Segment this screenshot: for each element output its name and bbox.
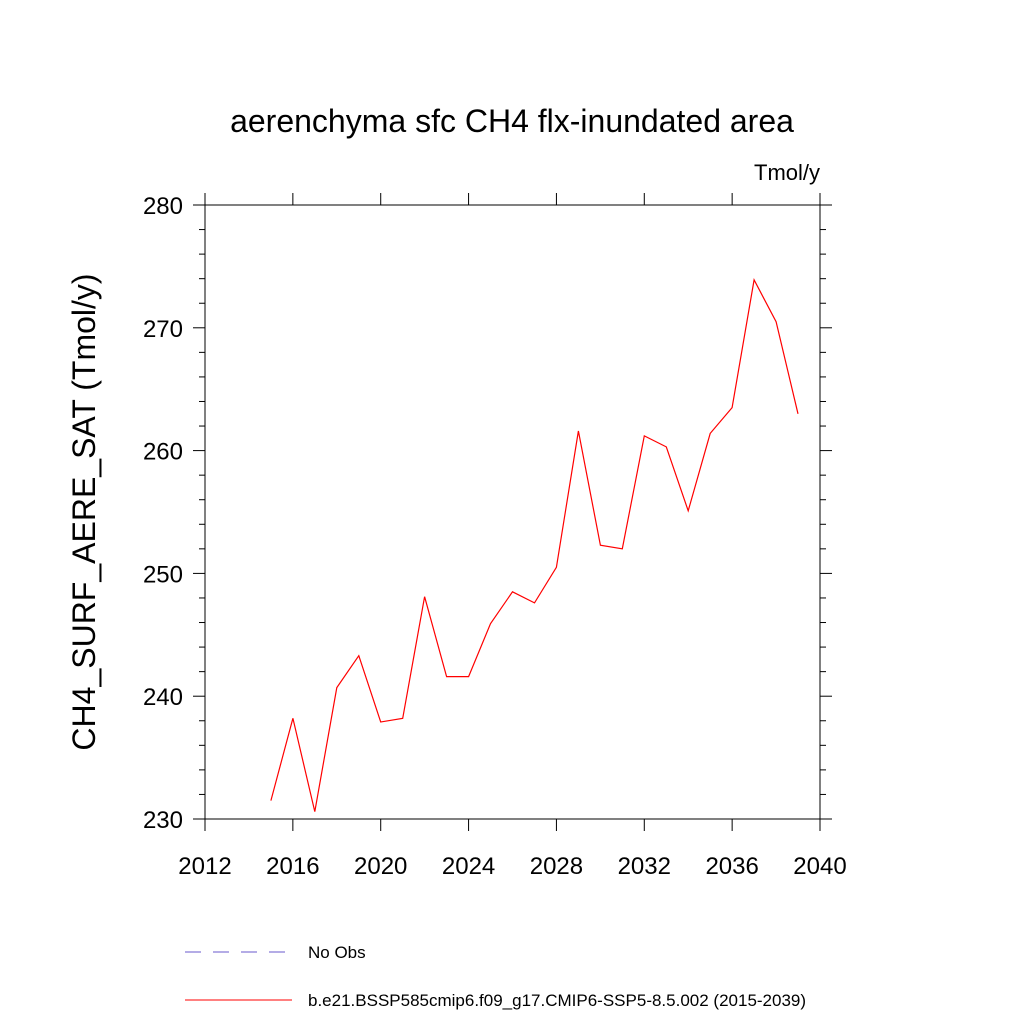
series-group bbox=[270, 278, 799, 812]
x-tick-labels: 2012 2016 2020 2024 2028 2032 2036 2040 bbox=[178, 853, 846, 880]
y-tick-label: 230 bbox=[143, 807, 183, 834]
y-tick-label: 250 bbox=[143, 561, 183, 588]
legend-label-no-obs: No Obs bbox=[308, 943, 366, 962]
series-line bbox=[270, 278, 799, 812]
legend-label-run: b.e21.BSSP585cmip6.f09_g17.CMIP6-SSP5-8.… bbox=[308, 991, 806, 1010]
chart-title: aerenchyma sfc CH4 flx-inundated area bbox=[230, 103, 794, 139]
x-tick-label: 2028 bbox=[530, 853, 583, 880]
x-tick-label: 2024 bbox=[442, 853, 495, 880]
y-axis-label: CH4_SURF_AERE_SAT (Tmol/y) bbox=[66, 273, 102, 750]
x-tick-label: 2012 bbox=[178, 853, 231, 880]
x-tick-label: 2040 bbox=[793, 853, 846, 880]
plot-frame bbox=[204, 204, 821, 820]
y-tick-labels: 230 240 250 260 270 280 bbox=[143, 193, 183, 834]
units-label: Tmol/y bbox=[754, 160, 820, 185]
y-tick-label: 260 bbox=[143, 439, 183, 466]
y-tick-label: 240 bbox=[143, 684, 183, 711]
x-tick-label: 2032 bbox=[618, 853, 671, 880]
x-tick-label: 2020 bbox=[354, 853, 407, 880]
axis-ticks bbox=[193, 193, 832, 831]
y-tick-label: 280 bbox=[143, 193, 183, 220]
legend: No Obs b.e21.BSSP585cmip6.f09_g17.CMIP6-… bbox=[185, 943, 806, 1010]
x-tick-label: 2016 bbox=[266, 853, 319, 880]
x-tick-label: 2036 bbox=[705, 853, 758, 880]
y-tick-label: 270 bbox=[143, 316, 183, 343]
